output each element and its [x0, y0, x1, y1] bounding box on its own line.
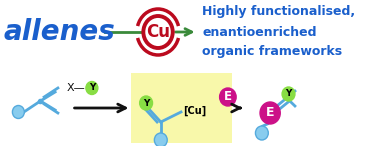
- Circle shape: [86, 81, 98, 94]
- Text: E: E: [266, 106, 274, 119]
- FancyBboxPatch shape: [132, 73, 232, 143]
- Circle shape: [139, 96, 153, 110]
- Text: Y: Y: [89, 84, 95, 93]
- Text: allenes: allenes: [4, 18, 115, 46]
- Text: Y: Y: [143, 99, 149, 107]
- Circle shape: [154, 133, 167, 146]
- Text: [Cu]: [Cu]: [183, 106, 206, 116]
- Circle shape: [220, 88, 236, 106]
- Text: organic frameworks: organic frameworks: [202, 46, 342, 59]
- Circle shape: [282, 87, 295, 101]
- Text: E: E: [224, 91, 232, 104]
- Text: enantioenriched: enantioenriched: [202, 26, 317, 39]
- Circle shape: [12, 106, 24, 119]
- Text: Y: Y: [285, 89, 292, 99]
- Text: X—: X—: [67, 83, 85, 93]
- Text: Highly functionalised,: Highly functionalised,: [202, 6, 355, 19]
- Circle shape: [256, 126, 268, 140]
- Circle shape: [260, 102, 280, 124]
- Text: Cu: Cu: [146, 23, 170, 41]
